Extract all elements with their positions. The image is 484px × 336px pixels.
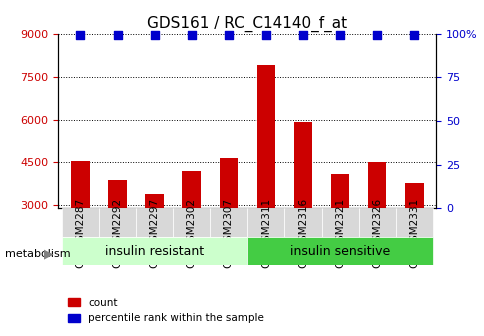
Text: GSM2287: GSM2287 [76, 198, 85, 248]
Point [335, 33, 343, 38]
FancyBboxPatch shape [321, 208, 358, 237]
FancyBboxPatch shape [136, 208, 173, 237]
Text: insulin resistant: insulin resistant [105, 245, 204, 258]
Bar [367, 163, 386, 291]
FancyBboxPatch shape [247, 208, 284, 237]
FancyBboxPatch shape [395, 208, 432, 237]
FancyBboxPatch shape [210, 208, 247, 237]
Bar [404, 182, 423, 291]
Bar [145, 194, 164, 291]
Text: GSM2321: GSM2321 [334, 198, 344, 248]
FancyBboxPatch shape [284, 208, 321, 237]
Text: GSM2311: GSM2311 [260, 198, 271, 248]
Bar [256, 65, 274, 291]
Title: GDS161 / RC_C14140_f_at: GDS161 / RC_C14140_f_at [147, 16, 347, 32]
Text: GSM2316: GSM2316 [297, 198, 307, 248]
Point [113, 33, 121, 38]
FancyBboxPatch shape [247, 237, 432, 265]
FancyBboxPatch shape [62, 237, 247, 265]
Point [225, 33, 232, 38]
Text: GSM2307: GSM2307 [223, 198, 233, 248]
Bar [108, 180, 126, 291]
Point [299, 33, 306, 38]
Text: GSM2292: GSM2292 [112, 198, 122, 248]
Text: metabolism: metabolism [5, 249, 70, 259]
Bar [293, 122, 312, 291]
Legend: count, percentile rank within the sample: count, percentile rank within the sample [63, 294, 268, 327]
FancyBboxPatch shape [99, 208, 136, 237]
Bar [71, 161, 90, 291]
Point [261, 33, 269, 38]
Text: ▶: ▶ [44, 247, 53, 260]
Text: GSM2302: GSM2302 [186, 198, 197, 248]
Point [409, 33, 417, 38]
Bar [219, 158, 238, 291]
Point [76, 33, 84, 38]
Text: GSM2331: GSM2331 [408, 198, 418, 248]
FancyBboxPatch shape [62, 208, 99, 237]
Text: insulin sensitive: insulin sensitive [289, 245, 390, 258]
Point [187, 33, 195, 38]
Point [373, 33, 380, 38]
Text: GSM2297: GSM2297 [150, 198, 159, 248]
FancyBboxPatch shape [173, 208, 210, 237]
FancyBboxPatch shape [358, 208, 395, 237]
Bar [330, 174, 348, 291]
Point [151, 33, 158, 38]
Text: GSM2326: GSM2326 [371, 198, 381, 248]
Bar [182, 171, 200, 291]
